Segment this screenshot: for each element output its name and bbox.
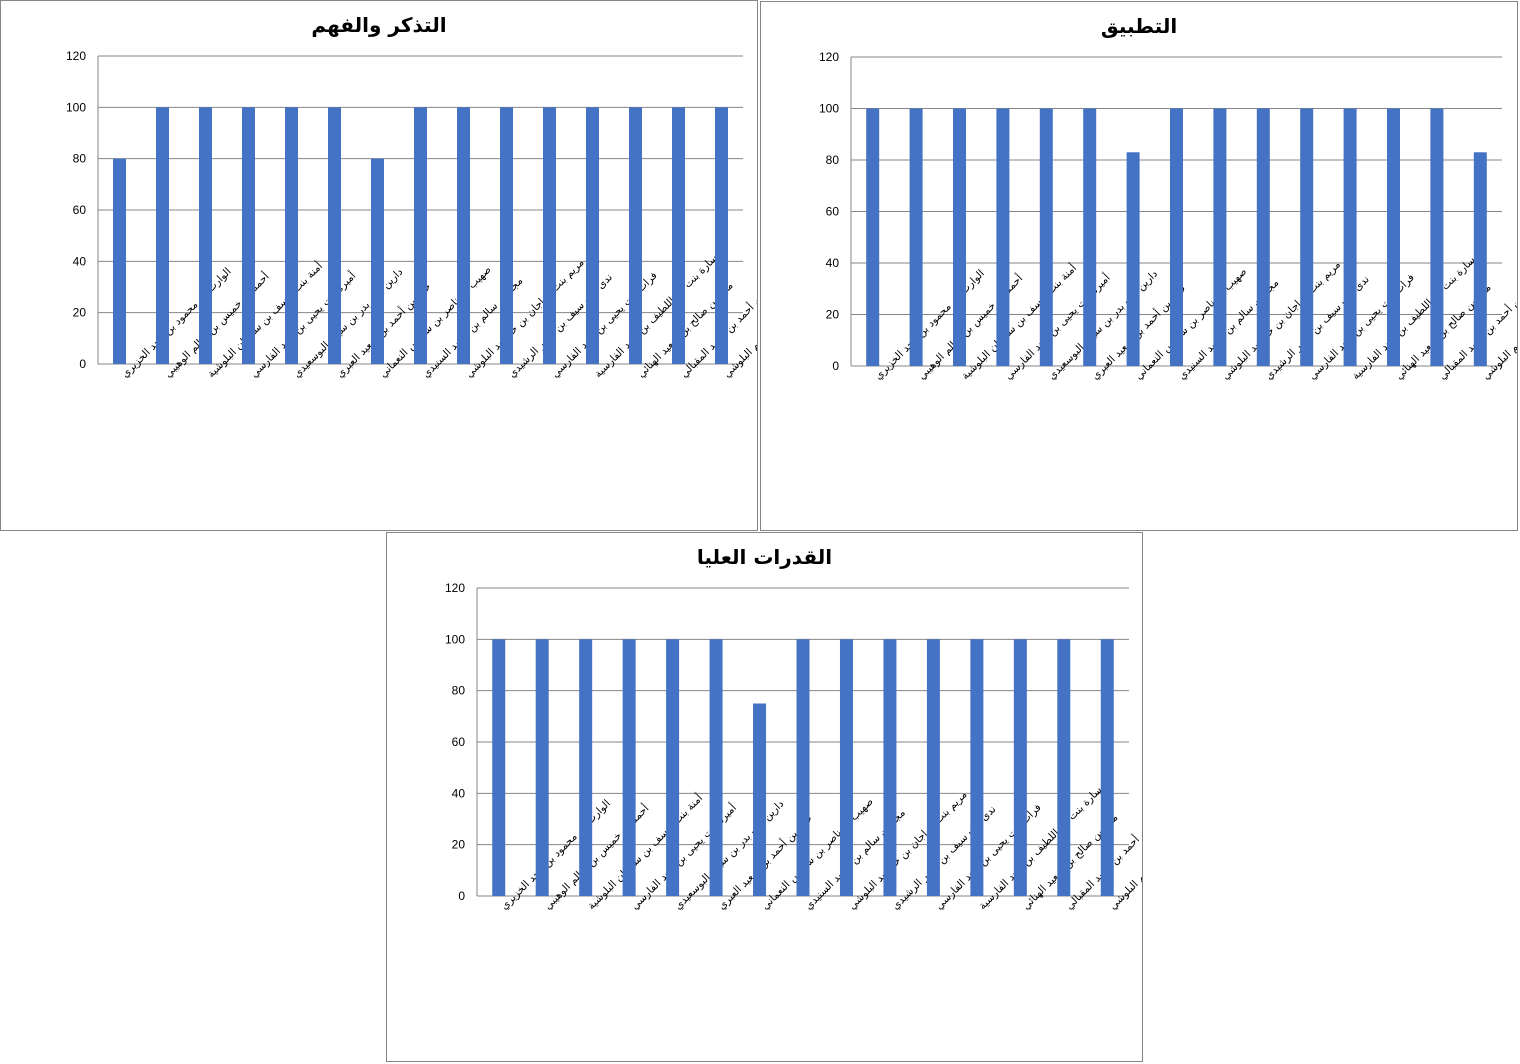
- bar: [1057, 639, 1071, 896]
- y-tick-label: 0: [79, 357, 86, 371]
- bar: [285, 107, 298, 364]
- bar: [996, 108, 1010, 366]
- bar: [839, 639, 853, 896]
- bar: [629, 107, 642, 364]
- bar: [242, 107, 255, 364]
- bar: [113, 158, 126, 364]
- bar: [199, 107, 212, 364]
- y-tick-label: 100: [445, 632, 465, 646]
- bar: [1256, 108, 1270, 366]
- bar: [328, 107, 341, 364]
- bar: [371, 158, 384, 364]
- bar: [543, 107, 556, 364]
- bar: [1473, 152, 1487, 366]
- y-tick-label: 40: [73, 254, 87, 268]
- y-tick-label: 80: [73, 152, 87, 166]
- bar: [1300, 108, 1314, 366]
- bar: [579, 639, 593, 896]
- y-tick-label: 80: [452, 684, 466, 698]
- bar: [1170, 108, 1183, 366]
- y-tick-label: 80: [826, 153, 840, 167]
- chart-panel-application: التطبيق 0 20 40 60 80 100 120 الوارث بن محمود ب…: [760, 1, 1518, 531]
- y-tick-label: 20: [73, 306, 87, 320]
- y-tick-label: 60: [73, 203, 87, 217]
- bar: [1083, 108, 1097, 366]
- bar: [866, 108, 880, 366]
- bar: [622, 639, 636, 896]
- y-tick-label: 60: [826, 205, 840, 219]
- y-tick-label: 120: [819, 50, 839, 64]
- bar: [672, 107, 685, 364]
- bar: [883, 639, 897, 896]
- bar: [457, 107, 470, 364]
- y-tick-label: 20: [826, 308, 840, 322]
- bar: [1430, 108, 1444, 366]
- bar: [970, 639, 984, 896]
- bar: [1343, 108, 1357, 366]
- bar: [715, 107, 728, 364]
- bar: [1100, 639, 1114, 896]
- bar: [1039, 108, 1053, 366]
- bar: [796, 639, 810, 896]
- bar: [1126, 152, 1140, 366]
- chart-title: القدرات العليا: [696, 545, 833, 569]
- y-tick-label: 100: [819, 102, 839, 116]
- y-tick-label: 0: [832, 359, 839, 373]
- bar: [500, 107, 513, 364]
- bar: [535, 639, 549, 896]
- chart-title: التطبيق: [1100, 14, 1178, 38]
- bar: [909, 108, 923, 366]
- y-tick-label: 40: [826, 256, 840, 270]
- bar: [1013, 639, 1027, 896]
- y-tick-label: 100: [66, 100, 86, 114]
- bar: [586, 107, 599, 364]
- bar: [156, 107, 169, 364]
- y-tick-label: 20: [452, 838, 466, 852]
- bar: [1213, 108, 1227, 366]
- bar: [926, 639, 940, 896]
- y-tick-label: 40: [452, 786, 466, 800]
- bar: [492, 639, 506, 896]
- bar: [953, 108, 966, 366]
- bar: [709, 639, 723, 896]
- y-tick-label: 120: [445, 581, 465, 595]
- y-tick-label: 120: [66, 49, 86, 63]
- chart-title: التذكر والفهم: [311, 13, 447, 37]
- chart-panel-remembering: التذكر والفهم 0 20 40 60 80 100 120 الوارث بن م…: [0, 0, 758, 531]
- bar: [666, 639, 680, 896]
- bar: [753, 703, 767, 896]
- y-tick-label: 0: [458, 889, 465, 903]
- bar: [1387, 108, 1400, 366]
- y-tick-label: 60: [452, 735, 466, 749]
- chart-panel-higher-abilities: القدرات العليا 0 20 40 60 80 100 120 الوارث بن …: [386, 532, 1143, 1062]
- bar: [414, 107, 427, 364]
